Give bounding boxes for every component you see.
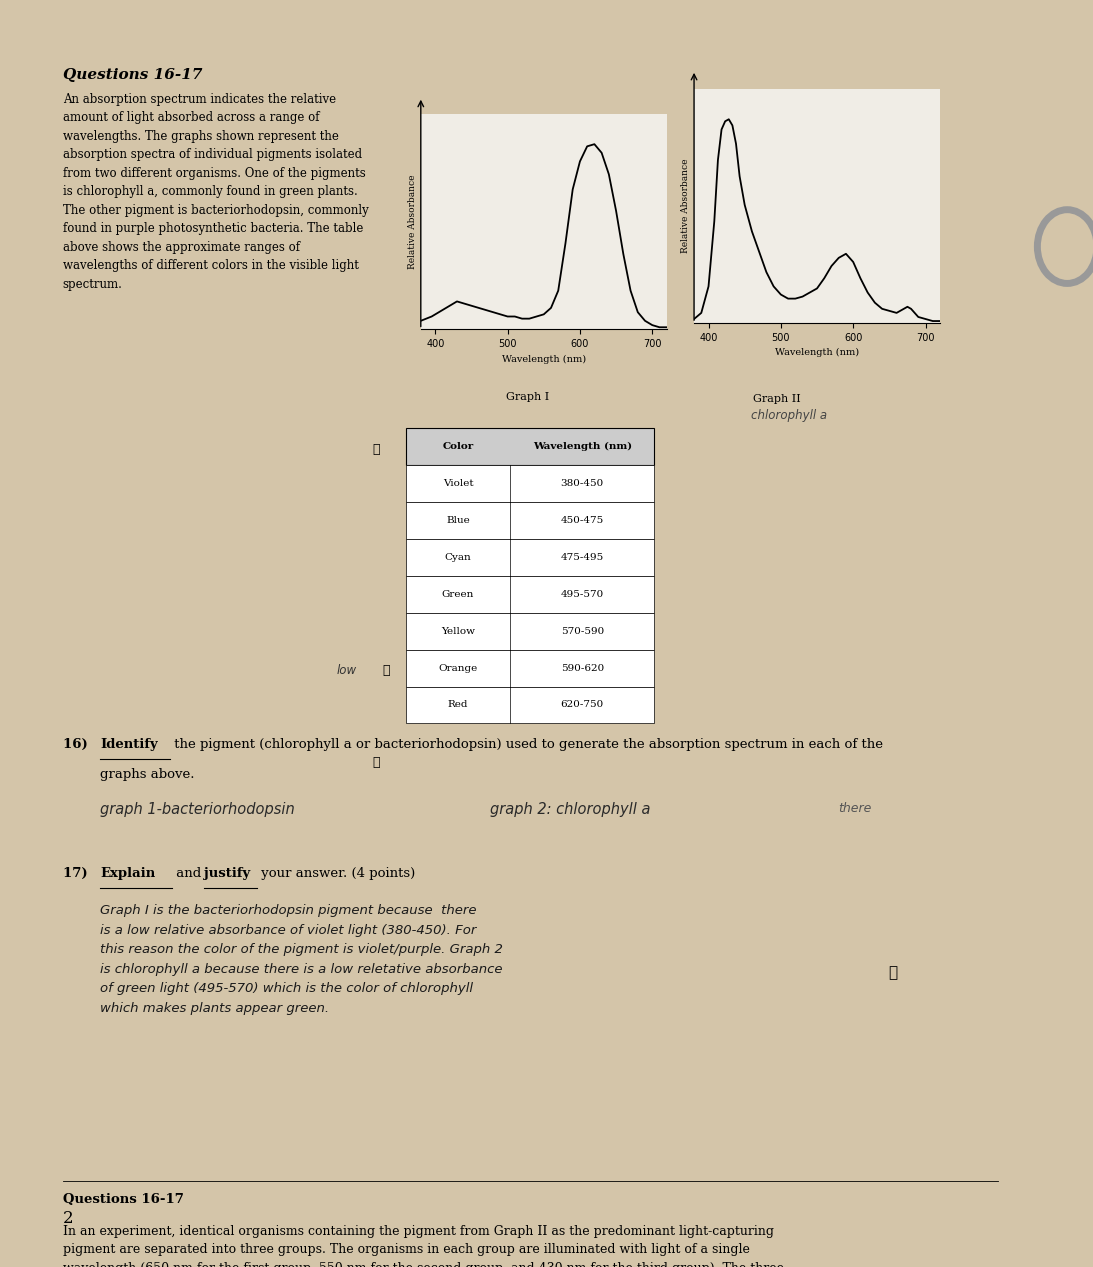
Text: 590-620: 590-620 — [561, 664, 604, 673]
Text: 495-570: 495-570 — [561, 590, 604, 599]
Text: Blue: Blue — [446, 516, 470, 525]
FancyBboxPatch shape — [406, 428, 655, 465]
Text: 2: 2 — [62, 1210, 73, 1228]
Text: chlorophyll a: chlorophyll a — [751, 409, 826, 422]
Text: In an experiment, identical organisms containing the pigment from Graph II as th: In an experiment, identical organisms co… — [62, 1225, 784, 1267]
Text: and: and — [172, 867, 205, 881]
Text: Ⓐ: Ⓐ — [373, 443, 379, 456]
Text: justify: justify — [204, 867, 250, 881]
FancyBboxPatch shape — [406, 502, 655, 538]
Text: your answer. (4 points): your answer. (4 points) — [257, 867, 415, 881]
Text: 475-495: 475-495 — [561, 552, 604, 563]
Text: 570-590: 570-590 — [561, 627, 604, 636]
FancyBboxPatch shape — [406, 687, 655, 723]
Text: Questions 16-17: Questions 16-17 — [62, 68, 202, 82]
Text: Wavelength (nm): Wavelength (nm) — [532, 442, 632, 451]
Text: An absorption spectrum indicates the relative
amount of light absorbed across a : An absorption spectrum indicates the rel… — [62, 92, 368, 291]
Text: Violet: Violet — [443, 479, 473, 488]
Text: the pigment (chlorophyll a or bacteriorhodopsin) used to generate the absorption: the pigment (chlorophyll a or bacteriorh… — [171, 739, 883, 751]
Text: there: there — [838, 802, 872, 815]
Text: graph 2: chlorophyll a: graph 2: chlorophyll a — [491, 802, 650, 817]
Text: 17): 17) — [62, 867, 92, 881]
Text: low: low — [337, 664, 356, 677]
Text: Identify: Identify — [101, 739, 158, 751]
Text: graph 1-bacteriorhodopsin: graph 1-bacteriorhodopsin — [101, 802, 295, 817]
FancyBboxPatch shape — [406, 650, 655, 687]
FancyBboxPatch shape — [406, 576, 655, 613]
Text: Explain: Explain — [101, 867, 155, 881]
Y-axis label: Relative Absorbance: Relative Absorbance — [408, 175, 416, 269]
Y-axis label: Relative Absorbance: Relative Absorbance — [681, 158, 690, 253]
Text: Graph I is the bacteriorhodopsin pigment because  there
is a low relative absorb: Graph I is the bacteriorhodopsin pigment… — [101, 905, 503, 1015]
Text: Ⓒ: Ⓒ — [373, 756, 379, 769]
Text: Green: Green — [442, 590, 474, 599]
Text: 16): 16) — [62, 739, 92, 751]
Text: Red: Red — [448, 701, 468, 710]
Text: 380-450: 380-450 — [561, 479, 604, 488]
Text: Graph II: Graph II — [753, 394, 801, 404]
Text: 620-750: 620-750 — [561, 701, 604, 710]
FancyBboxPatch shape — [406, 613, 655, 650]
FancyBboxPatch shape — [406, 538, 655, 576]
X-axis label: Wavelength (nm): Wavelength (nm) — [502, 355, 586, 364]
Text: Cyan: Cyan — [445, 552, 471, 563]
Text: Graph I: Graph I — [506, 392, 550, 402]
FancyBboxPatch shape — [406, 465, 655, 502]
Text: 450-475: 450-475 — [561, 516, 604, 525]
X-axis label: Wavelength (nm): Wavelength (nm) — [775, 348, 859, 357]
Text: Orange: Orange — [438, 664, 478, 673]
Text: Ⓑ: Ⓑ — [383, 664, 389, 677]
Text: graphs above.: graphs above. — [101, 768, 195, 780]
Text: Color: Color — [443, 442, 473, 451]
Text: Questions 16-17: Questions 16-17 — [62, 1194, 184, 1206]
Text: Yellow: Yellow — [440, 627, 475, 636]
Text: Ⓑ: Ⓑ — [889, 965, 897, 981]
